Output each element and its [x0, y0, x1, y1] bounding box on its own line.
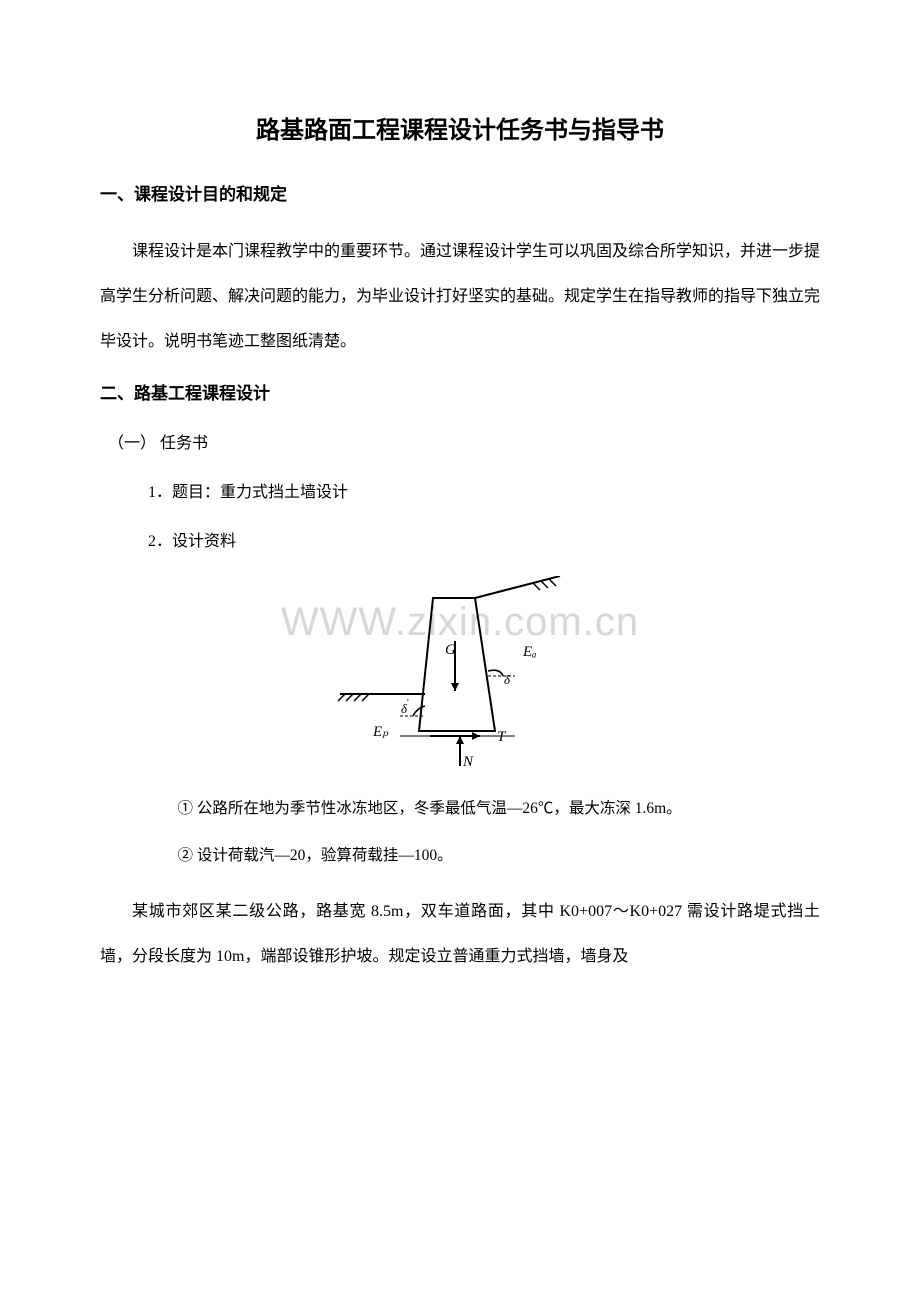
svg-text:δ: δ [504, 672, 511, 687]
sub-item-2: ② 设计荷载汽—20，验算荷载挂—100。 [100, 843, 820, 865]
section1-paragraph: 课程设计是本门课程教学中的重要环节。通过课程设计学生可以巩固及综合所学知识，并进… [100, 230, 820, 364]
item-1: 1．题目：重力式挡土墙设计 [100, 478, 820, 502]
section-heading-1: 一、课程设计目的和规定 [100, 180, 820, 205]
sub-item-1: ① 公路所在地为季节性冰冻地区，冬季最低气温—26℃，最大冻深 1.6m。 [100, 796, 820, 818]
svg-text:N: N [462, 754, 474, 770]
svg-text:': ' [407, 698, 409, 709]
item-2: 2．设计资料 [100, 527, 820, 551]
document-content: 路基路面工程课程设计任务书与指导书 一、课程设计目的和规定 课程设计是本门课程教… [100, 110, 820, 980]
section-heading-2: 二、路基工程课程设计 [100, 379, 820, 404]
svg-text:Eₚ: Eₚ [372, 724, 389, 740]
document-title: 路基路面工程课程设计任务书与指导书 [100, 110, 820, 145]
svg-text:Eₐ: Eₐ [522, 644, 537, 660]
retaining-wall-diagram: G Eₐ δ δ ' Eₚ T [305, 576, 615, 771]
diagram-wrapper: G Eₐ δ δ ' Eₚ T [100, 576, 820, 771]
svg-text:G: G [445, 642, 456, 658]
svg-text:T: T [497, 729, 507, 745]
subsection-1: （一） 任务书 [100, 429, 820, 453]
section2-paragraph: 某城市郊区某二级公路，路基宽 8.5m，双车道路面，其中 K0+007～K0+0… [100, 890, 820, 980]
